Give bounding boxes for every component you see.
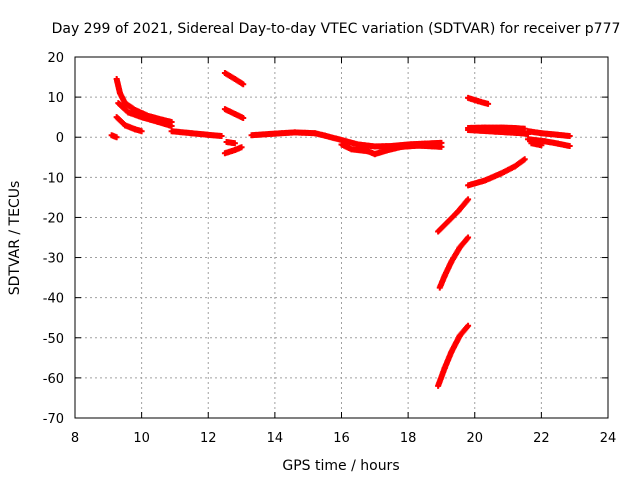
y-tick-label: -40 <box>43 292 64 307</box>
y-tick-label: 0 <box>56 131 64 146</box>
series-arc-u <box>528 140 545 149</box>
series-arc-g <box>221 106 247 121</box>
y-tick-label: -60 <box>43 372 64 387</box>
series-arc-i <box>221 144 245 157</box>
x-tick-label: 16 <box>333 431 350 446</box>
series-arc-p <box>465 94 492 107</box>
x-tick-label: 18 <box>400 431 417 446</box>
series-arc-r <box>465 127 532 138</box>
series-arc-f <box>221 70 247 88</box>
data-point <box>566 133 573 140</box>
data-point <box>231 140 238 147</box>
data-point <box>240 81 247 88</box>
series-arc-s <box>525 128 573 140</box>
x-tick-label: 14 <box>267 431 284 446</box>
y-tick-label: -30 <box>43 252 64 267</box>
data-points <box>108 70 573 389</box>
y-axis-label: SDTVAR / TECUs <box>7 181 23 296</box>
x-tick-label: 8 <box>71 431 79 446</box>
data-point <box>238 144 245 151</box>
x-tick-label: 12 <box>200 431 217 446</box>
grid <box>75 57 608 418</box>
series-arc-e <box>168 128 225 140</box>
data-point <box>465 322 472 329</box>
series-arc-t <box>525 136 573 150</box>
x-tick-label: 10 <box>133 431 150 446</box>
y-tick-label: 10 <box>47 91 64 106</box>
data-point <box>218 133 225 140</box>
y-tick-label: -20 <box>43 211 64 226</box>
series-arc-k <box>338 141 445 158</box>
data-point <box>438 143 445 150</box>
y-tick-label: -10 <box>43 171 64 186</box>
data-point <box>113 134 120 141</box>
series-arc-m <box>436 234 472 291</box>
series-arc-l <box>435 196 472 235</box>
y-tick-label: 20 <box>47 51 64 66</box>
series-arc-d <box>113 114 145 135</box>
series-arc-n <box>435 322 472 389</box>
data-point <box>485 100 492 107</box>
y-tick-label: -70 <box>43 412 64 427</box>
data-point <box>465 234 472 241</box>
series-arc-o <box>465 156 528 189</box>
x-tick-label: 22 <box>533 431 550 446</box>
y-tick-label: -50 <box>43 332 64 347</box>
series-arc-c <box>115 100 175 129</box>
x-tick-label: 20 <box>466 431 483 446</box>
data-point <box>566 143 573 150</box>
series-arc-a <box>108 132 120 141</box>
axis-ticks: 8 10 12 14 16 18 20 22 24 20 10 0 -10 -20 -30 -40 -50 -60… <box>43 51 617 446</box>
data-point <box>168 122 175 129</box>
chart-title: Day 299 of 2021, Sidereal Day-to-day VTE… <box>52 21 621 37</box>
series-arc-h <box>223 139 238 147</box>
data-point <box>521 156 528 163</box>
x-axis-label: GPS time / hours <box>282 458 399 474</box>
x-tick-label: 24 <box>600 431 617 446</box>
data-point <box>538 142 545 149</box>
data-point <box>240 114 247 121</box>
data-point <box>465 196 472 203</box>
data-point <box>138 128 145 135</box>
